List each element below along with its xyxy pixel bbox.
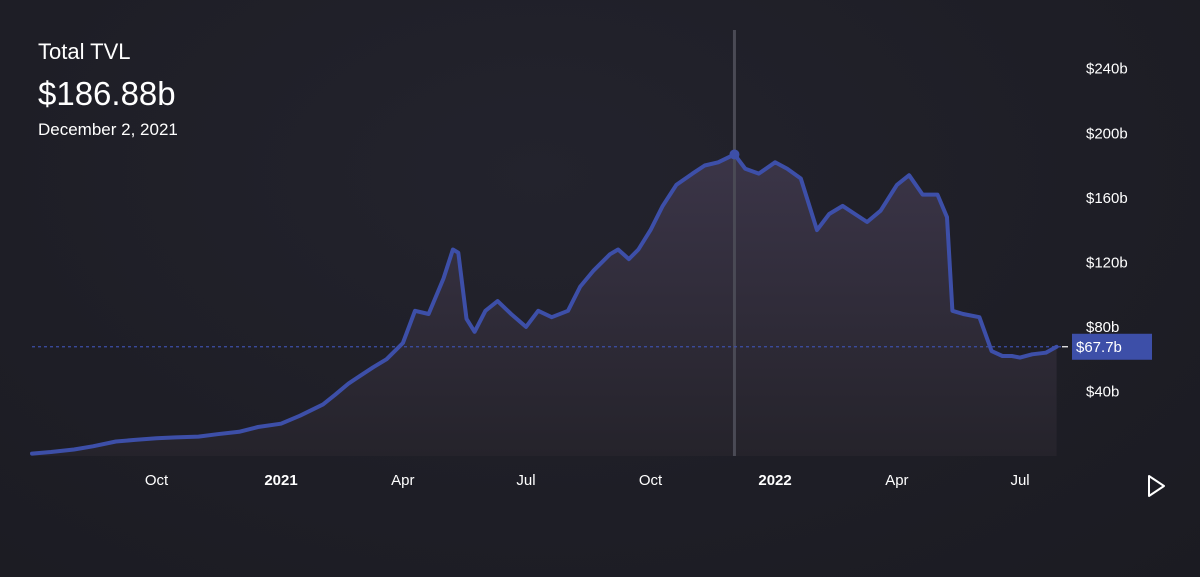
metric-value: $186.88b: [38, 75, 176, 112]
y-tick-label: $40b: [1086, 383, 1119, 400]
tvl-area-fill: [32, 154, 1057, 456]
play-icon[interactable]: [1148, 475, 1165, 497]
x-axis: Oct 2021 Apr Jul Oct 2022 Apr Jul: [145, 472, 1030, 489]
current-value-badge: [1072, 333, 1152, 360]
current-value-label: $67.7b: [1076, 339, 1122, 356]
chart-header: Total TVL $186.88b December 2, 2021: [38, 38, 178, 141]
y-axis: $40b $80b $120b $160b $200b $240b: [1086, 61, 1128, 401]
y-tick-label: $120b: [1086, 254, 1128, 271]
play-button[interactable]: [1148, 475, 1165, 497]
current-value-layer: $67.7b: [32, 333, 1152, 360]
x-tick-label: Oct: [145, 472, 169, 489]
x-tick-label: Oct: [639, 472, 663, 489]
area-layer: [30, 152, 1059, 456]
crosshair-layer: [729, 30, 740, 456]
y-tick-label: $240b: [1086, 61, 1128, 78]
x-tick-label: Apr: [391, 472, 414, 489]
highlight-point: [729, 149, 740, 160]
x-tick-label: 2022: [758, 472, 791, 489]
metric-date: December 2, 2021: [38, 120, 178, 139]
x-tick-label: 2021: [264, 472, 297, 489]
x-tick-label: Jul: [1010, 472, 1029, 489]
y-tick-label: $160b: [1086, 190, 1128, 207]
metric-label: Total TVL: [38, 39, 131, 64]
x-tick-label: Apr: [885, 472, 908, 489]
x-tick-label: Jul: [516, 472, 535, 489]
y-tick-label: $80b: [1086, 319, 1119, 336]
tvl-series-line: [30, 152, 1059, 456]
y-tick-label: $200b: [1086, 125, 1128, 142]
